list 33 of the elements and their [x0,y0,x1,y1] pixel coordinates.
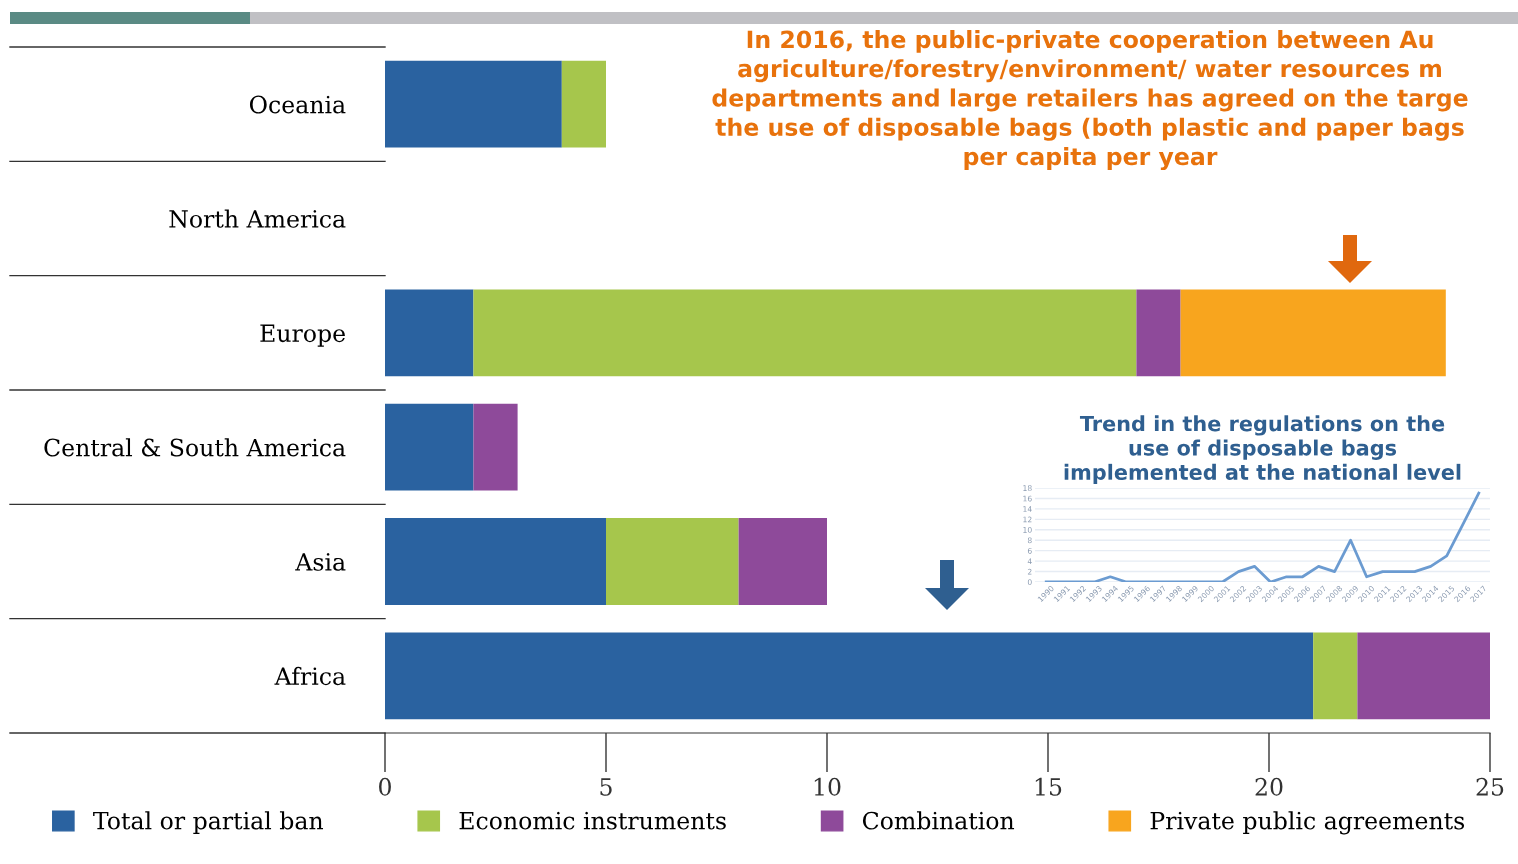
bar [606,518,739,605]
bar [385,60,562,148]
legend-label: Private public agreements [1150,811,1465,835]
bar [1180,289,1446,377]
bar [385,632,1314,720]
y-tick-label: Europe [260,324,345,347]
annotation: In 2016, the public-private cooperation between Au agriculture/forestry/environment/ water resources m departments and large retailers has agreed on the targe the use of disposable bags (both plastic and paper bags per capita per year [712,30,1468,171]
x-tick-label: 5 [600,778,612,796]
legend-label: Economic instruments [459,811,726,830]
y-tick-label: Africa [274,666,346,686]
x-tick-label: 15 [1035,777,1062,796]
x-tick-label: 20 [1255,777,1283,796]
legend-label: Combination [862,811,1015,830]
x-tick-label: 25 [1476,777,1504,796]
bar [385,289,474,377]
bar [1357,632,1490,720]
bar [385,403,474,491]
bar [561,60,606,148]
bar [1136,289,1181,377]
y-tick-label: Oceania [249,95,346,114]
bar [473,289,1137,377]
y-tick-label: Central & South America [44,438,346,457]
y-tick-label: North America [169,209,346,228]
bar [473,403,518,491]
x-tick-label: 0 [379,777,391,796]
legend-label: Total or partial ban [93,811,324,835]
bar [385,518,606,605]
chart-title: Trend in the regulations on the use of disposable bags implemented at the national level [1064,415,1461,484]
line-series [1044,491,1481,582]
bar [1313,632,1358,720]
x-tick-label: 10 [814,777,841,796]
y-tick-label: Asia [295,553,346,571]
bar [738,518,827,605]
